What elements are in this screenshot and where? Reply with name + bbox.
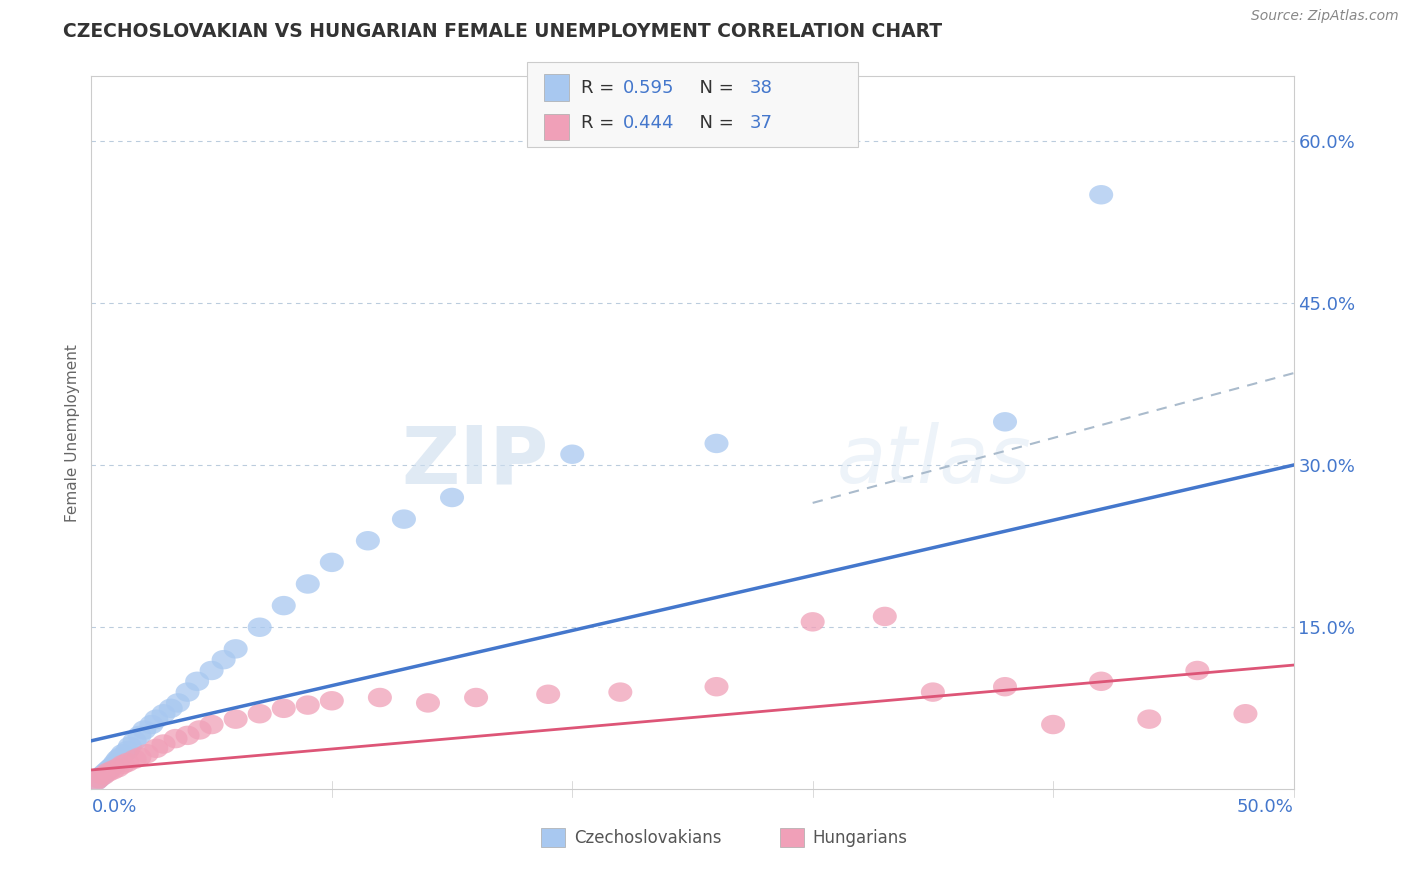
Ellipse shape: [392, 509, 416, 529]
Text: 0.444: 0.444: [623, 114, 675, 132]
Ellipse shape: [993, 412, 1017, 432]
Ellipse shape: [271, 698, 295, 718]
Ellipse shape: [96, 763, 121, 782]
Ellipse shape: [356, 531, 380, 550]
Ellipse shape: [440, 488, 464, 508]
Ellipse shape: [187, 720, 211, 739]
Ellipse shape: [145, 739, 169, 758]
Ellipse shape: [319, 553, 344, 572]
Ellipse shape: [1137, 709, 1161, 729]
Ellipse shape: [128, 747, 152, 767]
Text: 50.0%: 50.0%: [1237, 798, 1294, 816]
Ellipse shape: [89, 767, 112, 786]
Ellipse shape: [368, 688, 392, 707]
Ellipse shape: [128, 725, 152, 745]
Ellipse shape: [111, 755, 135, 774]
Ellipse shape: [176, 682, 200, 702]
Ellipse shape: [84, 771, 108, 790]
Ellipse shape: [271, 596, 295, 615]
Text: R =: R =: [581, 114, 620, 132]
Ellipse shape: [993, 677, 1017, 697]
Ellipse shape: [87, 769, 111, 789]
Ellipse shape: [560, 444, 585, 464]
Ellipse shape: [536, 684, 560, 704]
Ellipse shape: [1233, 704, 1257, 723]
Ellipse shape: [105, 749, 129, 769]
Ellipse shape: [96, 760, 121, 780]
Text: 0.0%: 0.0%: [91, 798, 136, 816]
Ellipse shape: [94, 763, 118, 782]
Ellipse shape: [186, 672, 209, 691]
Text: Source: ZipAtlas.com: Source: ZipAtlas.com: [1251, 9, 1399, 23]
Ellipse shape: [212, 650, 236, 669]
Ellipse shape: [108, 747, 132, 767]
Ellipse shape: [295, 574, 319, 594]
Ellipse shape: [122, 749, 146, 769]
Ellipse shape: [1090, 185, 1114, 204]
Ellipse shape: [105, 758, 129, 778]
Y-axis label: Female Unemployment: Female Unemployment: [65, 343, 80, 522]
Ellipse shape: [464, 688, 488, 707]
Text: N =: N =: [688, 78, 740, 97]
Ellipse shape: [295, 696, 319, 714]
Ellipse shape: [91, 765, 115, 785]
Ellipse shape: [135, 744, 159, 764]
Ellipse shape: [247, 704, 271, 723]
Ellipse shape: [139, 714, 163, 734]
Ellipse shape: [84, 771, 108, 790]
Ellipse shape: [101, 760, 125, 780]
Ellipse shape: [145, 709, 169, 729]
Text: N =: N =: [688, 114, 740, 132]
Text: 0.595: 0.595: [623, 78, 675, 97]
Ellipse shape: [87, 769, 111, 789]
Ellipse shape: [800, 612, 825, 632]
Ellipse shape: [416, 693, 440, 713]
Text: R =: R =: [581, 78, 620, 97]
Text: ZIP: ZIP: [401, 422, 548, 500]
Ellipse shape: [319, 691, 344, 711]
Ellipse shape: [200, 661, 224, 681]
Ellipse shape: [176, 725, 200, 745]
Text: 38: 38: [749, 78, 772, 97]
Ellipse shape: [132, 720, 156, 739]
Ellipse shape: [247, 617, 271, 637]
Ellipse shape: [1090, 672, 1114, 691]
Ellipse shape: [704, 434, 728, 453]
Text: CZECHOSLOVAKIAN VS HUNGARIAN FEMALE UNEMPLOYMENT CORRELATION CHART: CZECHOSLOVAKIAN VS HUNGARIAN FEMALE UNEM…: [63, 22, 942, 41]
Ellipse shape: [1040, 714, 1066, 734]
Ellipse shape: [159, 698, 183, 718]
Ellipse shape: [152, 734, 176, 754]
Ellipse shape: [704, 677, 728, 697]
Ellipse shape: [111, 744, 135, 764]
Ellipse shape: [104, 753, 128, 772]
Ellipse shape: [101, 756, 125, 775]
Ellipse shape: [98, 758, 122, 778]
Ellipse shape: [163, 729, 187, 748]
Ellipse shape: [115, 740, 139, 760]
Ellipse shape: [224, 709, 247, 729]
Ellipse shape: [118, 737, 142, 756]
Ellipse shape: [1185, 661, 1209, 681]
Ellipse shape: [921, 682, 945, 702]
Text: atlas: atlas: [837, 422, 1032, 500]
Ellipse shape: [152, 704, 176, 723]
Ellipse shape: [873, 607, 897, 626]
Ellipse shape: [166, 693, 190, 713]
Ellipse shape: [200, 714, 224, 734]
Ellipse shape: [224, 640, 247, 658]
Text: 37: 37: [749, 114, 772, 132]
Ellipse shape: [91, 764, 115, 784]
Ellipse shape: [609, 682, 633, 702]
Text: Hungarians: Hungarians: [813, 830, 908, 847]
Text: Czechoslovakians: Czechoslovakians: [574, 830, 721, 847]
Ellipse shape: [115, 753, 139, 772]
Ellipse shape: [122, 731, 146, 750]
